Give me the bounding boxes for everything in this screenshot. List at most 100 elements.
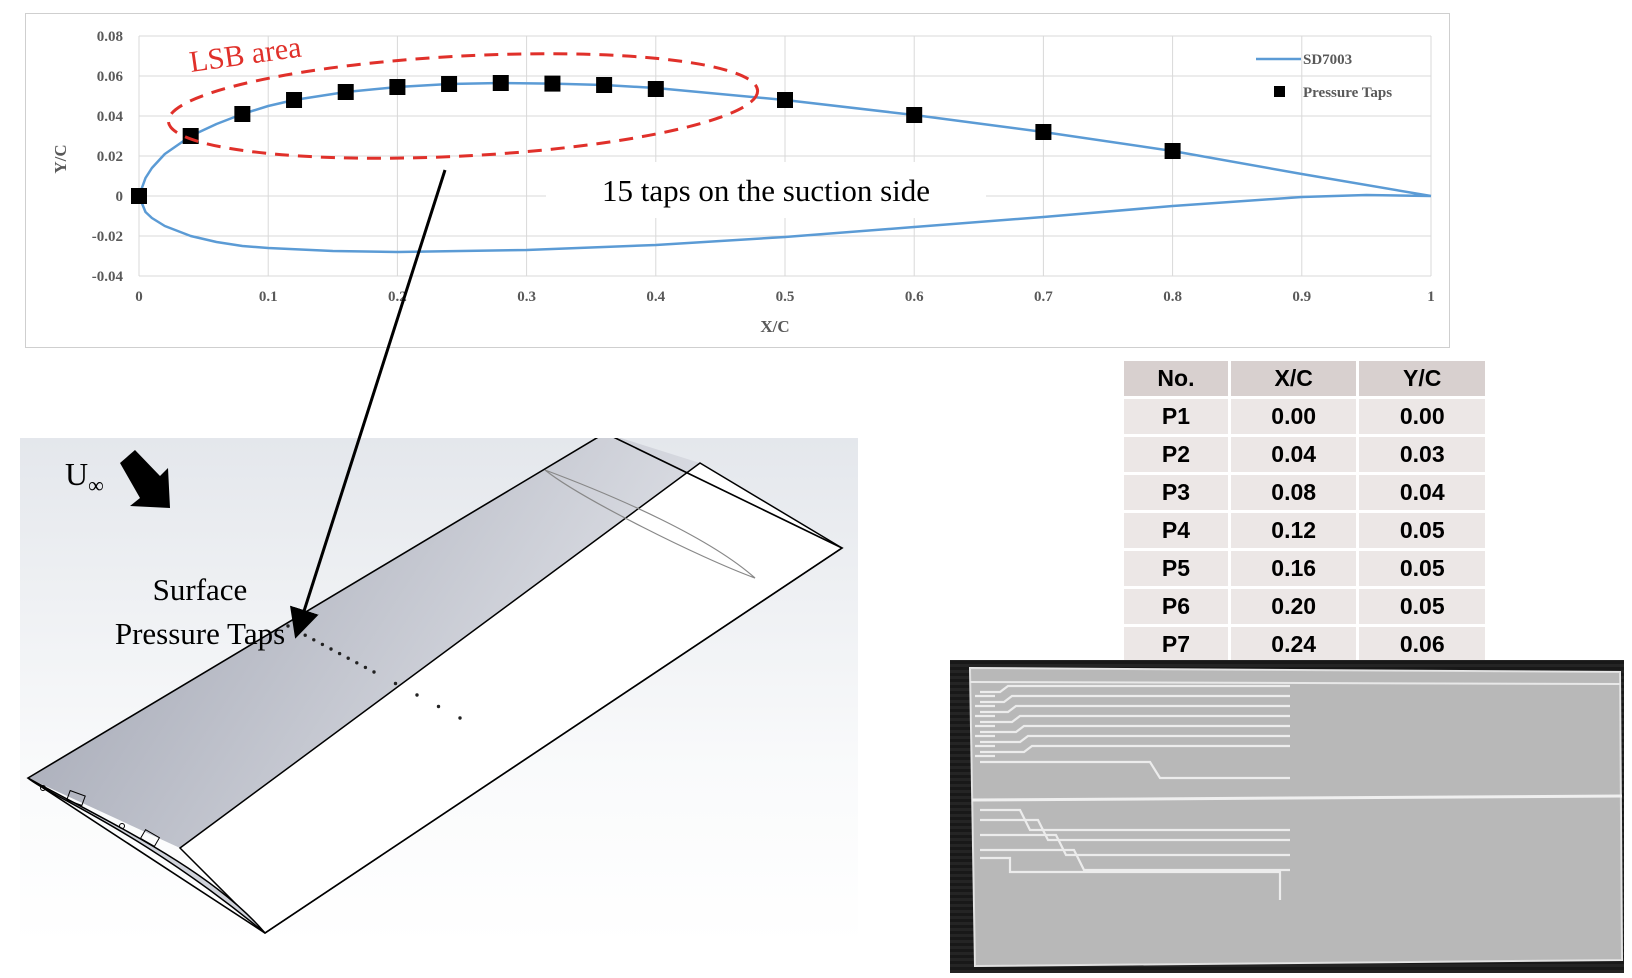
root-fixture-2 bbox=[139, 828, 161, 848]
table-row: P3 0.08 0.04 bbox=[1124, 475, 1485, 510]
table-header-row: No. X/C Y/C bbox=[1124, 361, 1485, 396]
table-row: P5 0.16 0.05 bbox=[1124, 551, 1485, 586]
pressure-tube bbox=[980, 704, 1290, 714]
x-tick-label: 0.6 bbox=[905, 289, 924, 305]
pressure-tap-marker bbox=[647, 81, 664, 97]
wing-root-section bbox=[27, 777, 266, 934]
wing-tip-section bbox=[544, 469, 756, 579]
cell-xc: 0.04 bbox=[1230, 437, 1357, 472]
pressure-tap-marker bbox=[492, 75, 509, 91]
y-tick-label: -0.02 bbox=[92, 229, 123, 245]
x-tick-label: 0.4 bbox=[646, 289, 665, 305]
pressure-tube bbox=[980, 760, 1290, 780]
pressure-tap-marker bbox=[389, 79, 406, 95]
root-fixture-1 bbox=[66, 789, 86, 807]
y-tick-label: 0.02 bbox=[97, 149, 123, 165]
wing-tap-dot bbox=[312, 638, 316, 642]
pressure-tube bbox=[980, 694, 1290, 704]
cell-no: P4 bbox=[1124, 513, 1228, 548]
table-row: P2 0.04 0.03 bbox=[1124, 437, 1485, 472]
cell-yc: 0.00 bbox=[1359, 399, 1485, 434]
cell-yc: 0.04 bbox=[1359, 475, 1485, 510]
pressure-tap-marker bbox=[777, 92, 793, 108]
legend-airfoil-label: SD7003 bbox=[1303, 52, 1352, 68]
wing-tap-dot bbox=[372, 670, 376, 674]
cell-no: P7 bbox=[1124, 627, 1228, 662]
x-tick-label: 0.3 bbox=[517, 289, 536, 305]
header-xc: X/C bbox=[1230, 361, 1357, 396]
pressure-tube bbox=[980, 856, 1282, 900]
pressure-tap-marker bbox=[441, 76, 458, 92]
x-tick-label: 0 bbox=[135, 289, 143, 305]
table-row: P7 0.24 0.06 bbox=[1124, 627, 1485, 662]
x-tick-label: 0.2 bbox=[388, 289, 407, 305]
wing-model-photo bbox=[950, 660, 1624, 973]
pressure-tube bbox=[980, 744, 1290, 754]
airfoil-line bbox=[137, 81, 1432, 254]
cell-yc: 0.05 bbox=[1359, 551, 1485, 586]
cell-no: P5 bbox=[1124, 551, 1228, 586]
surface-label-line1: Surface bbox=[152, 572, 248, 607]
cell-xc: 0.20 bbox=[1230, 589, 1357, 624]
lsb-ellipse bbox=[166, 52, 760, 160]
freestream-arrow bbox=[120, 450, 170, 508]
wing-leading-edge-band bbox=[28, 438, 700, 848]
wing-tap-dot bbox=[286, 624, 290, 628]
wing-render: U∞ Surface Pressure Taps bbox=[20, 438, 858, 945]
pressure-tube bbox=[980, 734, 1290, 744]
y-tick-label: 0 bbox=[116, 189, 124, 205]
freestream-label: U∞ bbox=[65, 456, 104, 498]
x-tick-label: 0.5 bbox=[776, 289, 795, 305]
pressure-tap-marker bbox=[286, 92, 303, 108]
x-tick-label: 0.8 bbox=[1163, 289, 1182, 305]
table-row: P6 0.20 0.05 bbox=[1124, 589, 1485, 624]
photo-drawing bbox=[968, 666, 1624, 968]
wing-tap-dot bbox=[320, 642, 325, 647]
surface-pressure-taps-label: Surface Pressure Taps bbox=[70, 568, 330, 656]
chart-canvas: 0.08 0.06 0.04 0.02 0 -0.02 -0.04 0 0.1 0.2 0.3 0.4… bbox=[51, 29, 1435, 336]
pressure-tap-marker bbox=[234, 106, 251, 122]
root-hole-1 bbox=[40, 785, 46, 791]
x-tick-label: 1 bbox=[1427, 289, 1435, 305]
wing-tap-dot bbox=[346, 656, 350, 660]
legend-taps-swatch bbox=[1274, 86, 1285, 97]
cell-yc: 0.05 bbox=[1359, 513, 1485, 548]
y-tick-label: 0.06 bbox=[97, 69, 124, 85]
cell-yc: 0.03 bbox=[1359, 437, 1485, 472]
pressure-tubing bbox=[975, 684, 1290, 900]
pressure-tap-marker bbox=[131, 188, 147, 204]
wing-tap-dot bbox=[458, 716, 462, 720]
y-tick-label: -0.04 bbox=[92, 269, 124, 285]
pressure-tube bbox=[980, 714, 1290, 724]
legend-taps-label: Pressure Taps bbox=[1303, 85, 1392, 101]
x-tick-label: 0.1 bbox=[259, 289, 278, 305]
pressure-tap-marker bbox=[596, 77, 613, 93]
pressure-tap-marker bbox=[544, 75, 561, 92]
surface-label-line2: Pressure Taps bbox=[114, 616, 286, 651]
taps-note: 15 taps on the suction side bbox=[602, 173, 930, 208]
table-row: P4 0.12 0.05 bbox=[1124, 513, 1485, 548]
x-tick-label: 0.7 bbox=[1034, 289, 1053, 305]
cell-no: P3 bbox=[1124, 475, 1228, 510]
pressure-tube bbox=[980, 848, 1290, 872]
wing-tap-dot bbox=[436, 704, 441, 709]
pressure-tap-marker bbox=[337, 84, 354, 100]
table-row: P1 0.00 0.00 bbox=[1124, 399, 1485, 434]
cell-xc: 0.08 bbox=[1230, 475, 1357, 510]
y-axis-title: Y/C bbox=[51, 144, 70, 173]
wing-drawing bbox=[26, 438, 844, 934]
wing-tap-dot bbox=[337, 651, 342, 656]
cell-xc: 0.16 bbox=[1230, 551, 1357, 586]
plate-top-edge bbox=[969, 681, 1621, 685]
cell-xc: 0.00 bbox=[1230, 399, 1357, 434]
taps-note-background bbox=[546, 162, 986, 218]
y-tick-label: 0.04 bbox=[97, 109, 124, 125]
plate-spar-line bbox=[971, 794, 1623, 802]
pressure-tube bbox=[980, 833, 1290, 857]
tap-coordinates-table: No. X/C Y/C P1 0.00 0.00 P2 0.04 0.03 P3 0.08… bbox=[1121, 358, 1488, 665]
header-no: No. bbox=[1124, 361, 1228, 396]
cell-no: P6 bbox=[1124, 589, 1228, 624]
cell-yc: 0.06 bbox=[1359, 627, 1485, 662]
chart-annotations: LSB area 15 taps on the suction side bbox=[166, 31, 986, 218]
pressure-tap-marker bbox=[1164, 143, 1181, 159]
